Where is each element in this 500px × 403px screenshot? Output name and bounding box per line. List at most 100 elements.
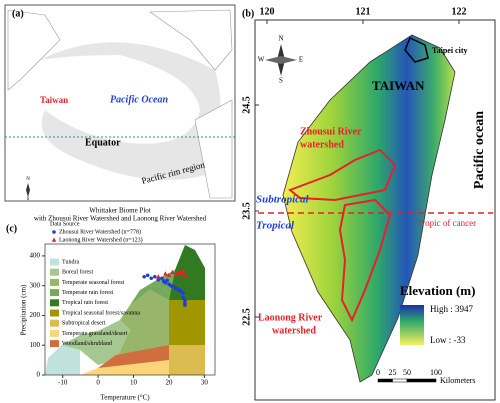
- legend-swatch: [50, 309, 59, 317]
- x-tick-label: 0: [96, 379, 100, 387]
- legend-swatch: [50, 289, 59, 297]
- y-tick-label: 200: [30, 311, 41, 319]
- point: [142, 274, 146, 279]
- scale-unit: Kilometers: [440, 376, 476, 385]
- point: [152, 274, 157, 279]
- label: Tropic of cancer: [417, 218, 476, 228]
- lon-tick-label: 122: [452, 6, 467, 17]
- label: Taipei city: [432, 46, 467, 55]
- y-tick-label: 300: [30, 281, 41, 289]
- label: watershed: [272, 325, 316, 336]
- legend-label: Woodland/shrubland: [62, 341, 112, 347]
- point: [180, 268, 186, 273]
- biome-area: [98, 345, 169, 368]
- point: [181, 291, 185, 295]
- biome-area: [45, 345, 80, 375]
- legend-label: Laonong River Watershed (n=123): [59, 236, 143, 243]
- legend-swatch: [50, 278, 59, 286]
- y-tick-label: 100: [30, 341, 41, 349]
- point: [156, 277, 161, 282]
- lon-tick-label: 121: [356, 6, 371, 17]
- label: Taiwan: [40, 95, 68, 105]
- point: [149, 276, 154, 281]
- biome-area: [169, 245, 205, 300]
- biome-area: [62, 320, 130, 365]
- compass-label: E: [299, 56, 303, 64]
- point: [183, 303, 187, 307]
- x-tick-label: -10: [58, 379, 68, 387]
- legend-label: Tropical rain forest: [62, 299, 108, 306]
- label: watershed: [300, 139, 344, 150]
- scale-label: 100: [430, 368, 442, 377]
- legend-label: High : 3947: [430, 304, 474, 314]
- legend-marker: [51, 237, 57, 242]
- legend-label: Tundra: [62, 259, 79, 265]
- legend-swatch: [50, 258, 59, 266]
- x-axis-label: Temperature (°C): [100, 394, 150, 402]
- taiwan-map: [282, 34, 456, 383]
- legend-label: Low : -33: [430, 335, 466, 345]
- lat-tick-label: 23.5: [241, 202, 252, 220]
- zhousui-outline: [288, 148, 397, 202]
- legend-title: Elevation (m): [400, 283, 475, 298]
- point: [145, 273, 150, 278]
- biome-area: [130, 270, 175, 305]
- label: Tropical: [256, 220, 295, 232]
- legend-swatch: [50, 319, 59, 327]
- compass-rose: [265, 44, 297, 76]
- compass-label: W: [258, 56, 265, 64]
- point: [170, 269, 175, 274]
- lat-tick-label: 24.5: [241, 96, 252, 114]
- y-tick-label: 400: [30, 252, 41, 260]
- legend-swatch: [50, 268, 59, 276]
- legend-label: Temperate rain forest: [62, 289, 114, 296]
- plot-frame: [44, 243, 216, 376]
- laonong-outline: [338, 198, 392, 323]
- scale-segment: [377, 378, 393, 383]
- legend-label: Temperate seasonal forest: [62, 279, 125, 286]
- scale-label: 0: [376, 368, 380, 377]
- point: [166, 272, 172, 277]
- label: Pacific ocean: [472, 111, 487, 189]
- scale-label: 25: [389, 368, 397, 377]
- biome-area: [80, 360, 169, 375]
- x-tick-label: 30: [201, 379, 209, 387]
- scale-segment: [406, 378, 437, 383]
- label: TAIWAN: [372, 78, 425, 93]
- label: Zhousui River: [300, 126, 362, 137]
- chart-subtitle: with Zhousui River Watershed and Laonong…: [34, 215, 207, 223]
- scale-segment: [392, 378, 408, 383]
- label: Equator: [85, 137, 121, 148]
- panel-label: (a): [12, 8, 24, 19]
- elevation-ramp: [400, 305, 424, 345]
- legend-label: Zhousui River Watershed (n=778): [59, 228, 141, 235]
- legend-label: Temperate grassland/desert: [62, 331, 128, 337]
- legend-swatch: [50, 329, 59, 337]
- legend-swatch: [50, 299, 59, 307]
- chart-title: Whittaker Biome Plot: [89, 207, 150, 215]
- legend-label: Subtropical desert: [62, 321, 106, 327]
- compass-label: S: [279, 77, 283, 85]
- label: Pacific Ocean: [110, 94, 168, 105]
- point: [163, 271, 168, 276]
- x-tick-label: 10: [130, 379, 138, 387]
- x-tick-label: 20: [165, 379, 173, 387]
- point: [181, 295, 185, 300]
- compass-label: N: [278, 35, 283, 43]
- point: [165, 278, 169, 283]
- point: [183, 298, 187, 303]
- biome-area: [116, 290, 169, 360]
- y-tick-label: 0: [37, 371, 41, 379]
- legend-label: Boreal forest: [62, 269, 93, 276]
- compass-label: S: [27, 197, 30, 202]
- taipei-outline: [404, 36, 429, 63]
- rim-band: [40, 42, 221, 180]
- compass-label: N: [26, 177, 30, 182]
- label: Subtropical: [256, 194, 310, 206]
- legend-label: Tropical seasonal forest/savanna: [62, 309, 140, 316]
- compass: [26, 183, 30, 197]
- scale-label: 50: [403, 368, 411, 377]
- point: [160, 276, 164, 281]
- point: [182, 272, 188, 277]
